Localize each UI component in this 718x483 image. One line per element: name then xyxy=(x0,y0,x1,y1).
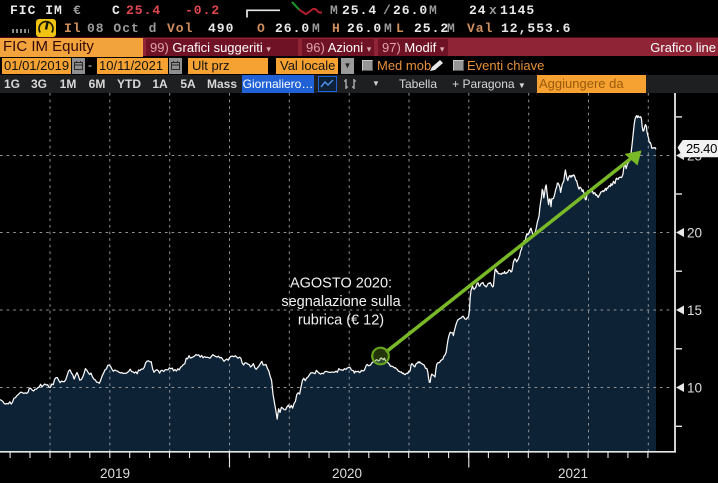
svg-text:10: 10 xyxy=(687,381,702,396)
svg-text:segnalazione sulla: segnalazione sulla xyxy=(281,294,401,310)
svg-text:2020: 2020 xyxy=(332,466,362,481)
svg-text:AGOSTO 2020:: AGOSTO 2020: xyxy=(290,276,392,292)
svg-text:rubrica (€ 12): rubrica (€ 12) xyxy=(298,313,384,329)
svg-text:2021: 2021 xyxy=(558,466,588,481)
svg-text:20: 20 xyxy=(687,226,702,241)
svg-text:15: 15 xyxy=(687,303,702,318)
svg-text:2019: 2019 xyxy=(100,466,130,481)
svg-text:25.40: 25.40 xyxy=(686,141,717,156)
